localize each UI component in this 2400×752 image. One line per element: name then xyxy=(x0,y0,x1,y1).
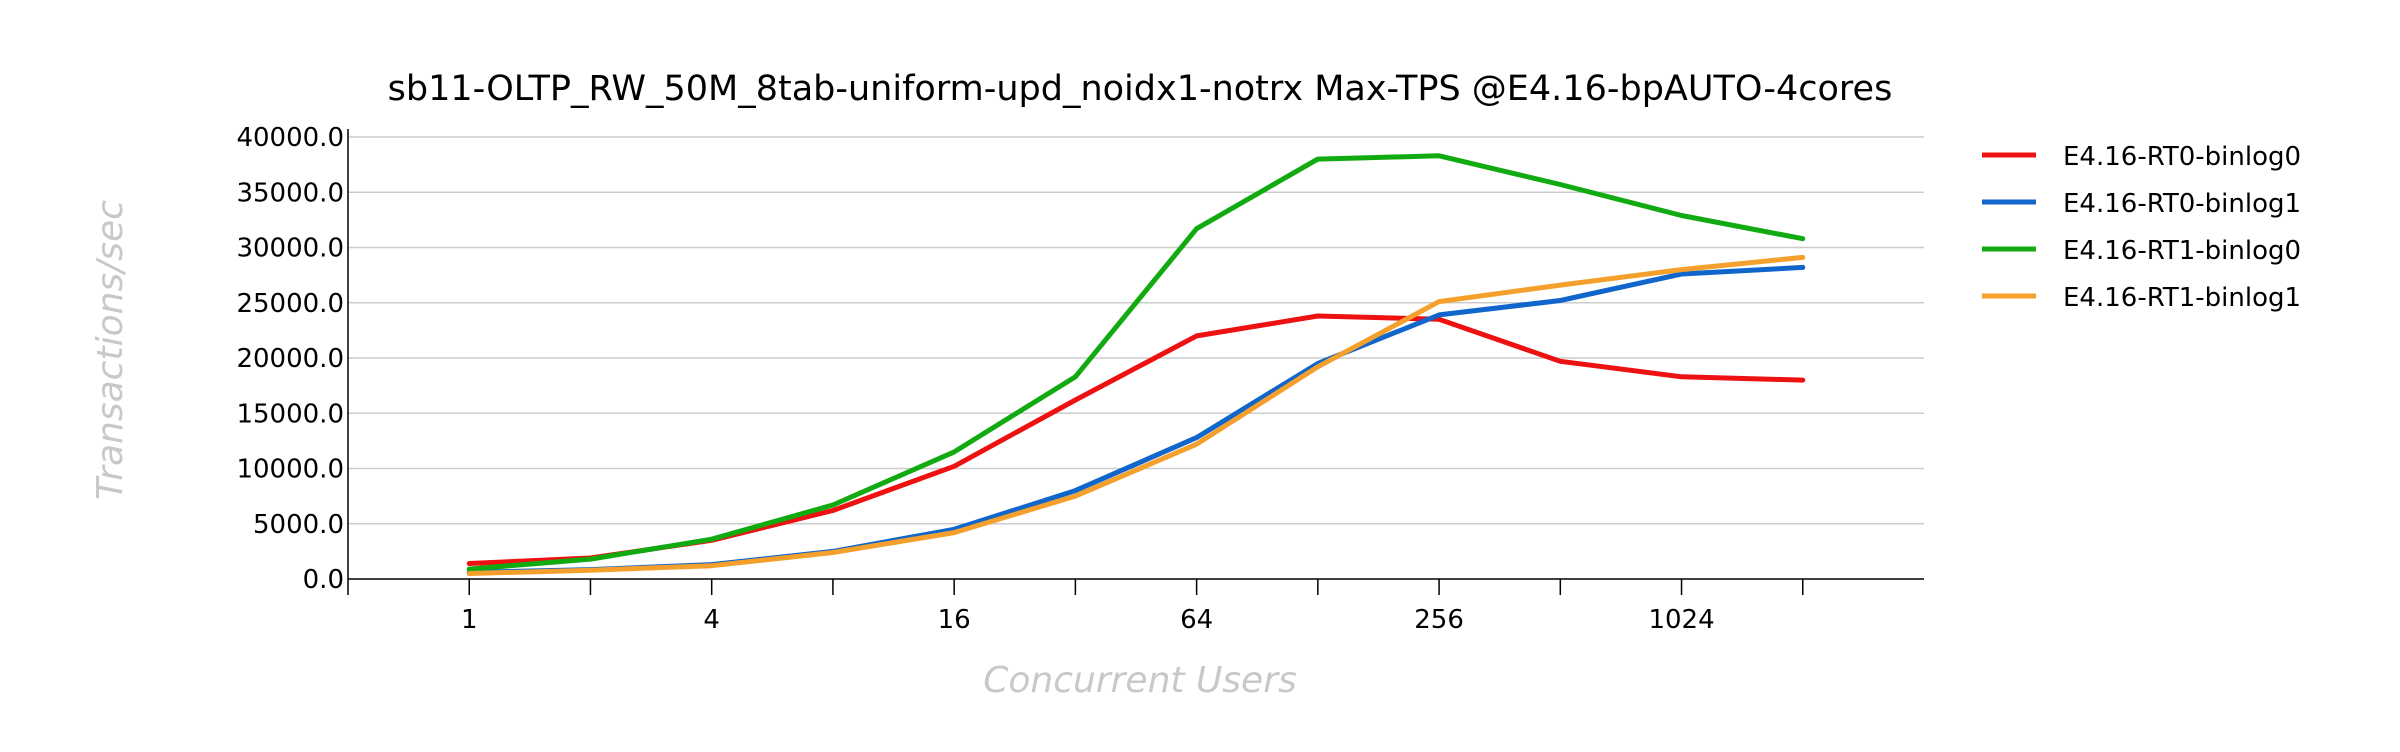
y-tick-label: 5000.0 xyxy=(253,510,344,540)
legend: E4.16-RT0-binlog0 E4.16-RT0-binlog1 E4.16-… xyxy=(1982,142,2301,313)
series-line-E4.16-RT1-binlog1 xyxy=(466,254,1806,576)
y-tick-label: 0.0 xyxy=(303,565,344,595)
x-tick-label: 4 xyxy=(703,605,720,635)
legend-label: E4.16-RT1-binlog1 xyxy=(2063,283,2301,313)
x-axis-label: Concurrent Users xyxy=(983,660,1297,701)
y-tick-label: 25000.0 xyxy=(236,289,344,319)
chart-title: sb11-OLTP_RW_50M_8tab-uniform-upd_noidx1… xyxy=(388,69,1893,109)
y-axis-label: Transactions/sec xyxy=(90,200,131,500)
axes: 0.0 5000.0 10000.0 15000.0 20000.0 25000.0 300… xyxy=(236,123,1924,635)
y-tick-label: 40000.0 xyxy=(236,123,344,153)
legend-label: E4.16-RT0-binlog1 xyxy=(2063,189,2301,219)
legend-label: E4.16-RT0-binlog0 xyxy=(2063,142,2301,172)
y-tick-label: 30000.0 xyxy=(236,234,344,264)
series-line-E4.16-RT0-binlog0 xyxy=(466,313,1806,566)
y-tick-label: 20000.0 xyxy=(236,344,344,374)
series-line-E4.16-RT0-binlog1 xyxy=(466,264,1806,575)
x-tick-label: 1024 xyxy=(1648,605,1714,635)
x-tick-label: 64 xyxy=(1180,605,1213,635)
y-tick-label: 15000.0 xyxy=(236,399,344,429)
x-tick-label: 1 xyxy=(461,605,478,635)
legend-label: E4.16-RT1-binlog0 xyxy=(2063,236,2301,266)
y-tick-label: 10000.0 xyxy=(236,455,344,485)
x-tick-label: 16 xyxy=(938,605,971,635)
series-line-E4.16-RT1-binlog0 xyxy=(466,153,1806,572)
y-tick-label: 35000.0 xyxy=(236,178,344,208)
x-tick-label: 256 xyxy=(1414,605,1464,635)
series-lines xyxy=(466,153,1806,576)
